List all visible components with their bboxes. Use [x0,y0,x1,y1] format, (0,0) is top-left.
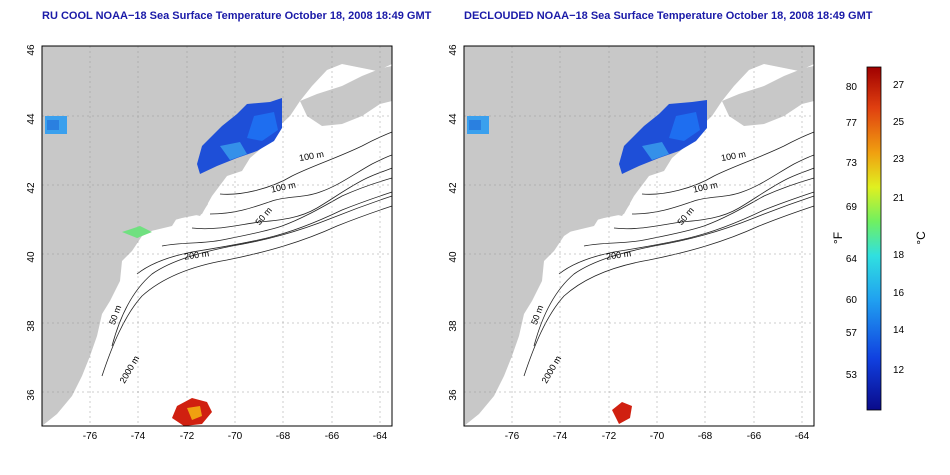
y-tick-label: 42 [26,182,37,194]
y-tick-label: 38 [26,320,37,332]
contour-label: 100 m [720,149,746,163]
colorbar-f-tick: 80 [846,82,858,93]
right-map-panel [463,45,815,427]
colorbar-c-label: °C [914,231,928,245]
colorbar-c-tick: 18 [893,250,905,261]
colorbar [866,66,882,411]
x-tick-label: -70 [228,431,243,442]
left-map-panel [41,45,393,427]
x-tick-label: -68 [698,431,713,442]
y-tick-label: 46 [26,44,37,56]
contour-label: 200 m [184,248,210,261]
contour-label: 100 m [298,149,324,163]
y-tick-label: 44 [448,113,459,125]
colorbar-f-tick: 64 [846,254,858,265]
y-tick-label: 42 [448,182,459,194]
y-tick-label: 36 [26,389,37,401]
x-tick-label: -70 [650,431,665,442]
x-tick-label: -64 [373,431,388,442]
left-panel-title: RU COOL NOAA−18 Sea Surface Temperature … [42,10,432,22]
colorbar-c-tick: 23 [893,154,905,165]
x-tick-label: -74 [131,431,146,442]
colorbar-c-tick: 12 [893,365,905,376]
colorbar-c-tick: 25 [893,117,905,128]
colorbar-c-tick: 14 [893,325,905,336]
y-tick-label: 36 [448,389,459,401]
x-tick-label: -68 [276,431,291,442]
x-tick-label: -66 [747,431,762,442]
contour-label: 200 m [606,248,632,261]
colorbar-f-label: °F [831,232,845,244]
colorbar-c-tick: 21 [893,193,905,204]
y-tick-label: 40 [448,251,459,263]
right-panel-title: DECLOUDED NOAA−18 Sea Surface Temperatur… [464,10,873,22]
y-tick-label: 40 [26,251,37,263]
y-tick-label: 46 [448,44,459,56]
colorbar-f-tick: 69 [846,202,858,213]
colorbar-c-tick: 16 [893,288,905,299]
x-tick-label: -76 [83,431,98,442]
y-tick-label: 38 [448,320,459,332]
colorbar-c-tick: 27 [893,80,905,91]
x-tick-label: -64 [795,431,810,442]
right-sst-warm-patch [612,402,632,424]
x-tick-label: -72 [602,431,617,442]
colorbar-f-tick: 60 [846,295,858,306]
colorbar-f-tick: 57 [846,328,858,339]
x-tick-label: -72 [180,431,195,442]
x-tick-label: -66 [325,431,340,442]
colorbar-f-tick: 77 [846,118,858,129]
colorbar-f-tick: 53 [846,370,858,381]
colorbar-f-tick: 73 [846,158,858,169]
x-tick-label: -76 [505,431,520,442]
y-tick-label: 44 [26,113,37,125]
x-tick-label: -74 [553,431,568,442]
